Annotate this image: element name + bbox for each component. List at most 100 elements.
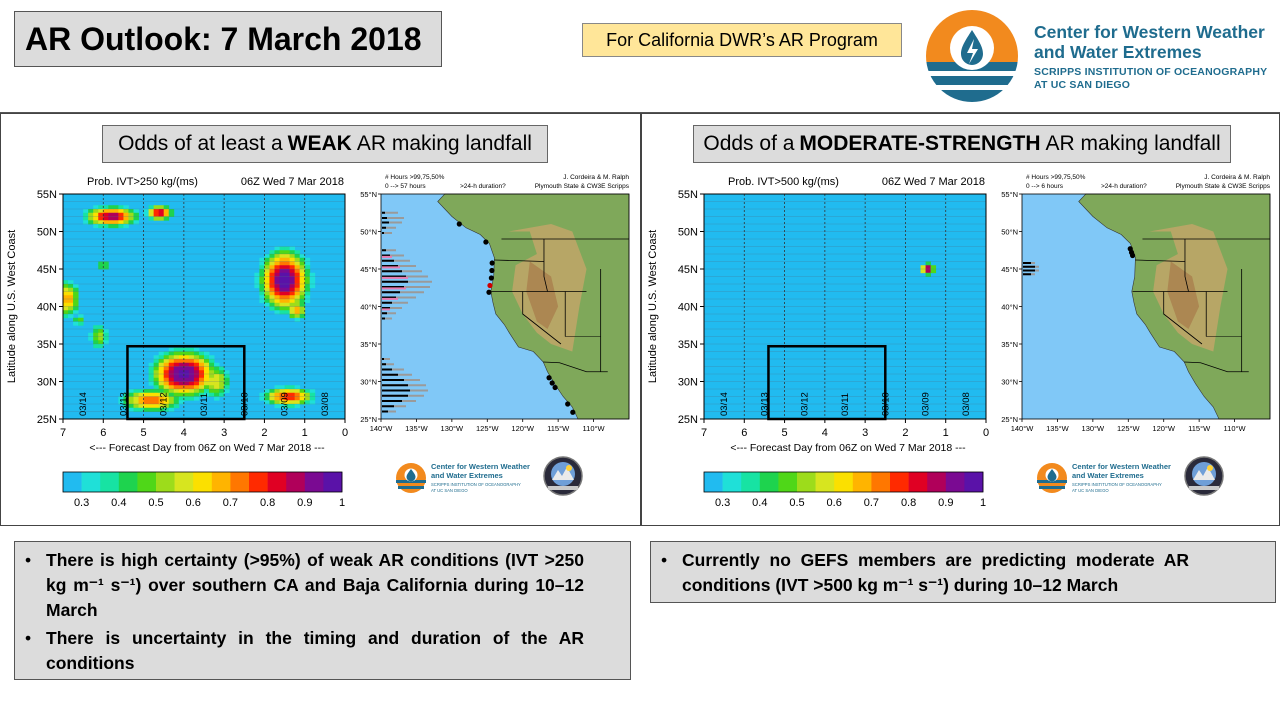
heatmap-cell [214,377,220,382]
map-lat-label: 35°N [1001,340,1018,349]
heatmap-cell [299,295,306,300]
heatmap-cell [264,261,270,266]
heatmap-cell [68,295,74,300]
heatmap-cell [118,224,124,229]
heatmap-cell [224,381,230,386]
heatmap-cell [63,284,69,289]
colorbar-swatch [778,472,798,492]
heatmap-cell [163,355,170,360]
heatmap-cell [98,344,104,349]
heatmap-cell [920,269,926,274]
heatmap-cell [259,280,265,285]
heatmap-cell [153,407,160,412]
heatmap-cell [163,389,170,394]
heatmap-cell [138,392,144,397]
heatmap-cell [274,389,280,394]
heatmap-cell [294,302,301,307]
colorbar-tick-label: 0.7 [864,497,879,509]
heatmap-cell [204,351,210,356]
x-tick-label: 3 [221,427,227,439]
heatmap-cell [158,205,165,210]
heatmap-cell [309,284,316,289]
heatmap-cell [123,224,129,229]
colorbar-tick-label: 0.6 [827,497,842,509]
heatmap-cell [173,347,180,352]
heatmap-cell [930,269,937,274]
heatmap-cell [274,392,280,397]
heatmap-cell [299,269,306,274]
heatmap-cell [98,212,104,217]
heatmap-cell [153,355,160,360]
heatmap-cell [259,295,265,300]
heatmap-cell [103,265,109,270]
heatmap-cell [153,377,160,382]
heatmap-cell [163,209,170,214]
heatmap-cell [209,355,215,360]
heatmap-cell [103,205,109,210]
map-header-left: # Hours >99,75,50% [1026,174,1086,181]
heatmap-cell [274,261,280,266]
heatmap-cell [158,209,165,214]
heatmap-cell [78,314,84,319]
heatmap-cell [289,284,296,289]
heatmap-cell [118,205,124,210]
heatmap-cell [299,265,306,270]
heatmap-cell [219,385,225,390]
heatmap-cell [178,396,185,401]
date-label: 03/09 [280,392,291,416]
heatmap-cell [93,325,99,330]
heatmap-cell [188,355,195,360]
heatmap-cell [198,366,205,371]
heatmap-cell [198,389,205,394]
heatmap-cell [304,265,311,270]
heatmap-cell [193,396,200,401]
heatmap-cell [118,212,124,217]
subtitle-pre: Odds of a [703,132,795,155]
heatmap-cell [133,400,139,405]
heatmap-cell [168,404,175,409]
small-logo-wave [1039,486,1065,489]
heatmap-cell [304,269,311,274]
heatmap-cell [168,381,175,386]
border-state [1135,259,1185,262]
heatmap-cell [264,269,270,274]
heatmap-cell [214,389,220,394]
heatmap-cell [259,276,265,281]
heatmap-cell [158,407,165,412]
heatmap-cell [219,374,225,379]
heatmap-cell [284,257,291,262]
heatmap-cell [209,377,215,382]
heatmap-cell [148,400,155,405]
heatmap-cell [269,257,275,262]
y-axis-label: Latitude along U.S. West Coast [647,230,659,383]
small-logo-line1: Center for Western Weather [431,462,530,471]
heatmap-cell [153,385,160,390]
colorbar-swatch [890,472,909,492]
heatmap-cell [214,366,220,371]
heatmap-cell [284,306,291,311]
small-logo-line3: SCRIPPS INSTITUTION OF OCEANOGRAPHY [431,482,521,487]
map-lon-label: 120°W [1152,424,1176,433]
heatmap-cell [93,220,99,225]
heatmap-cell [88,336,94,341]
chart-title: Prob. IVT>500 kg/(ms) [728,176,839,188]
moderate-ar-subtitle: Odds of a MODERATE-STRENGTH AR making la… [693,125,1231,163]
heatmap-cell [148,396,155,401]
heatmap-cell [73,321,79,326]
date-label: 03/09 [921,392,932,416]
landfall-dot [1129,252,1136,259]
heatmap-cell [304,276,311,281]
heatmap-cell [148,366,155,371]
x-tick-label: 0 [342,427,348,439]
heatmap-cell [264,291,270,296]
map-lat-label: 25°N [1001,415,1018,424]
heatmap-cell [269,254,275,259]
heatmap-cell [279,246,285,251]
logo-line-3: SCRIPPS INSTITUTION OF OCEANOGRAPHY [1034,66,1268,78]
heatmap-cell [103,224,109,229]
heatmap-cell [284,389,291,394]
x-tick-label: 4 [822,427,828,439]
heatmap-cell [284,265,291,270]
heatmap-cell [128,389,134,394]
